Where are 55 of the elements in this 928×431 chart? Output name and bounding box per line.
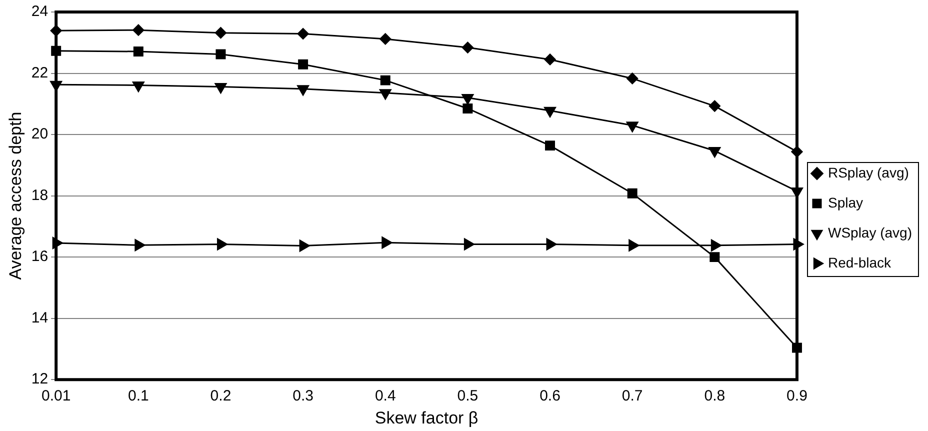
- x-tick-label: 0.01: [41, 388, 71, 405]
- point: [546, 238, 557, 250]
- point: [462, 42, 474, 54]
- point: [134, 239, 146, 252]
- point: [133, 46, 144, 57]
- x-tick-label: 0.2: [210, 388, 232, 405]
- x-tick-label: 0.9: [786, 388, 808, 405]
- point: [626, 122, 638, 132]
- point: [462, 94, 474, 105]
- x-tick-label: 0.4: [374, 388, 396, 405]
- point: [216, 49, 226, 60]
- point: [544, 106, 556, 118]
- legend-label: WSplay (avg): [828, 224, 912, 240]
- y-axis-title: Average access depth: [6, 112, 25, 280]
- point: [710, 252, 720, 262]
- point: [298, 59, 308, 70]
- x-tick-label: 0.8: [704, 388, 726, 405]
- x-tick-label: 0.5: [457, 388, 478, 405]
- point: [462, 104, 473, 114]
- point: [382, 236, 392, 249]
- point: [380, 75, 390, 86]
- point: [626, 72, 638, 84]
- point: [297, 28, 309, 40]
- y-tick-label: 20: [31, 126, 48, 143]
- y-tick-label: 14: [31, 309, 48, 326]
- point: [132, 24, 144, 36]
- point: [708, 147, 721, 158]
- point: [380, 33, 392, 45]
- x-tick-label: 0.1: [128, 388, 149, 405]
- point: [464, 238, 474, 250]
- point: [132, 81, 144, 92]
- x-tick-label: 0.7: [622, 388, 643, 405]
- point: [545, 140, 556, 151]
- point: [710, 239, 722, 252]
- point: [216, 238, 228, 250]
- y-tick-label: 12: [31, 370, 48, 388]
- legend-label: RSplay (avg): [828, 164, 909, 180]
- point: [628, 239, 640, 252]
- point: [708, 100, 720, 112]
- y-tick-label: 18: [31, 186, 48, 204]
- y-tick-label: 24: [31, 3, 48, 20]
- legend-label: Red-black: [828, 254, 892, 270]
- point: [299, 240, 310, 252]
- x-tick-label: 0.3: [292, 388, 314, 405]
- x-axis-title: Skew factor β: [374, 408, 478, 428]
- point: [627, 188, 638, 198]
- legend-label: Splay: [828, 194, 864, 210]
- point: [544, 54, 556, 66]
- x-tick-label: 0.6: [540, 388, 560, 405]
- point: [297, 85, 309, 96]
- y-tick-label: 22: [31, 64, 48, 82]
- point: [379, 89, 392, 100]
- point: [214, 27, 226, 39]
- point: [214, 82, 227, 94]
- y-tick-label: 16: [31, 248, 48, 266]
